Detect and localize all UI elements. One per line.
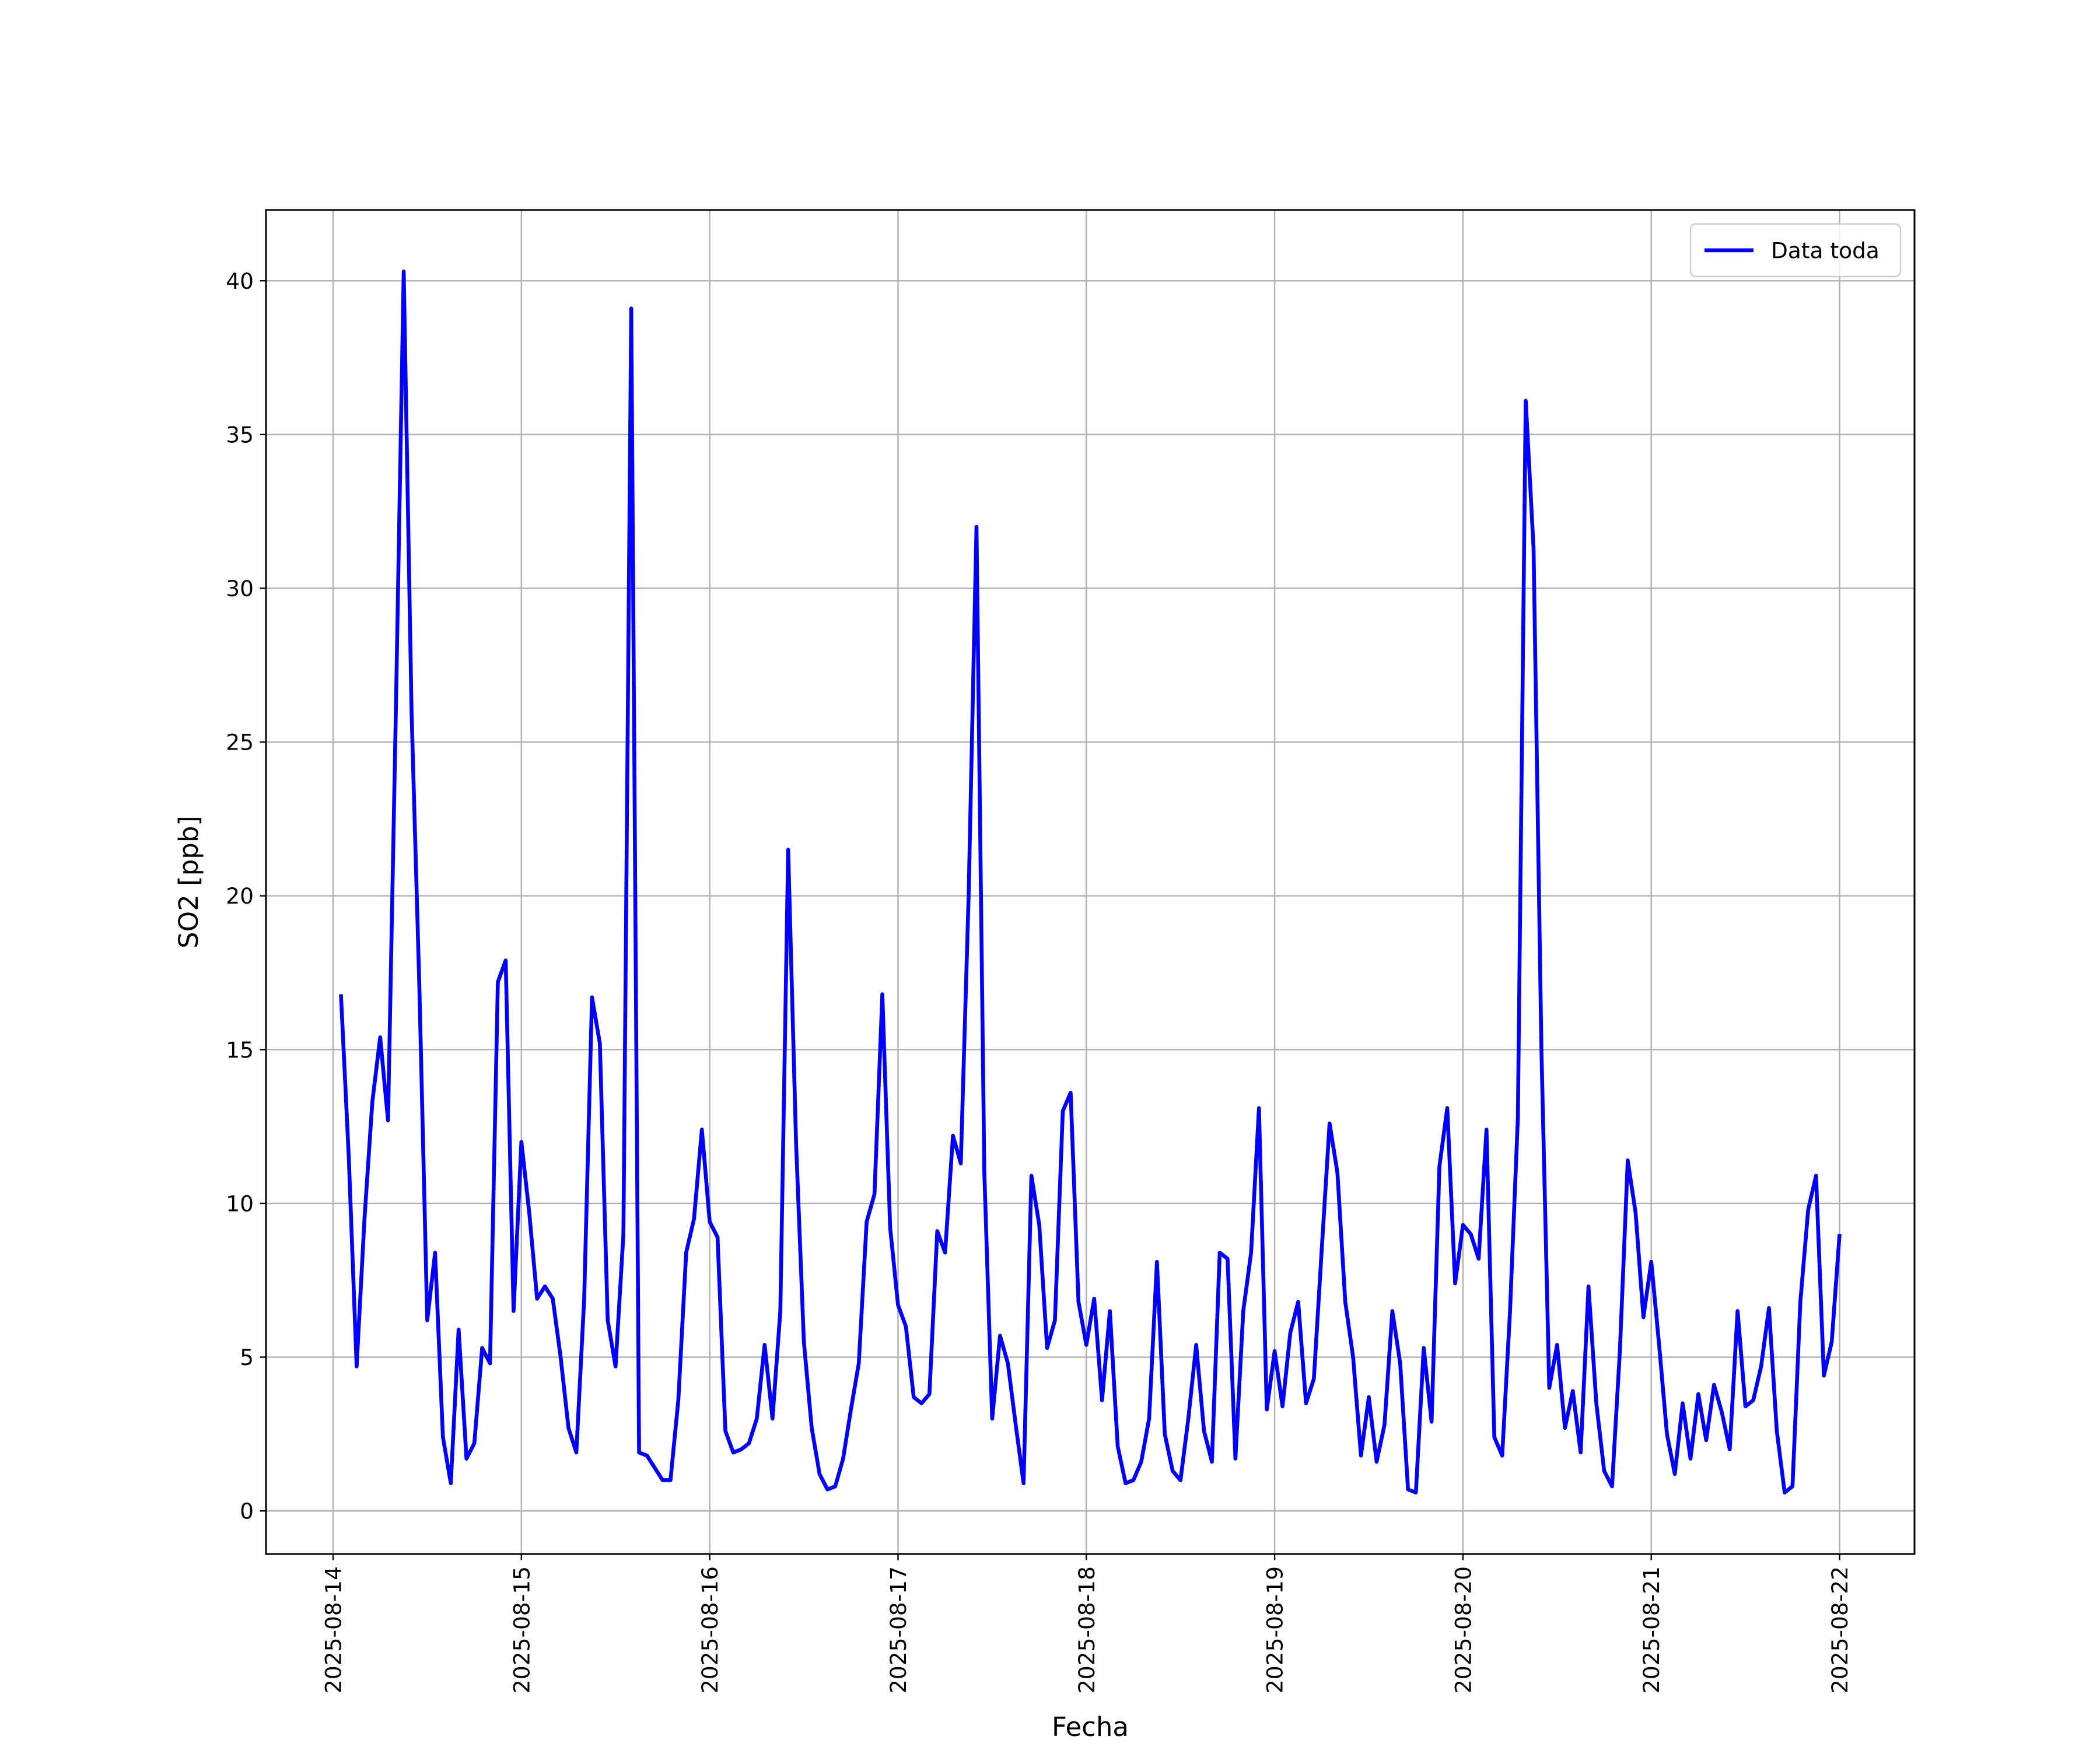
- y-tick-label: 40: [226, 268, 254, 294]
- y-tick-label: 30: [226, 576, 254, 601]
- y-tick-label: 5: [240, 1345, 254, 1370]
- x-tick-label: 2025-08-20: [1450, 1566, 1476, 1693]
- y-tick-label: 15: [226, 1037, 254, 1063]
- y-tick-label: 35: [226, 422, 254, 447]
- x-tick-label: 2025-08-15: [509, 1566, 534, 1693]
- y-tick-label: 25: [226, 730, 254, 755]
- x-tick-label: 2025-08-19: [1262, 1566, 1288, 1693]
- axes-frame: [265, 209, 1916, 1555]
- y-tick-label: 10: [226, 1191, 254, 1216]
- y-tick-label: 0: [240, 1499, 254, 1524]
- legend-label: Data toda: [1771, 238, 1880, 264]
- x-tick-label: 2025-08-17: [886, 1566, 911, 1693]
- x-tick-label: 2025-08-22: [1827, 1566, 1853, 1693]
- y-axis-label: SO2 [ppb]: [173, 816, 204, 949]
- x-tick-label: 2025-08-14: [321, 1566, 346, 1693]
- legend-box: [1689, 223, 1902, 278]
- x-tick-label: 2025-08-18: [1074, 1566, 1100, 1693]
- data-line: [339, 270, 1842, 1494]
- x-axis-label: Fecha: [1052, 1712, 1129, 1742]
- x-tick-label: 2025-08-21: [1639, 1566, 1664, 1693]
- y-tick-label: 20: [226, 883, 254, 909]
- x-tick-label: 2025-08-16: [697, 1566, 723, 1693]
